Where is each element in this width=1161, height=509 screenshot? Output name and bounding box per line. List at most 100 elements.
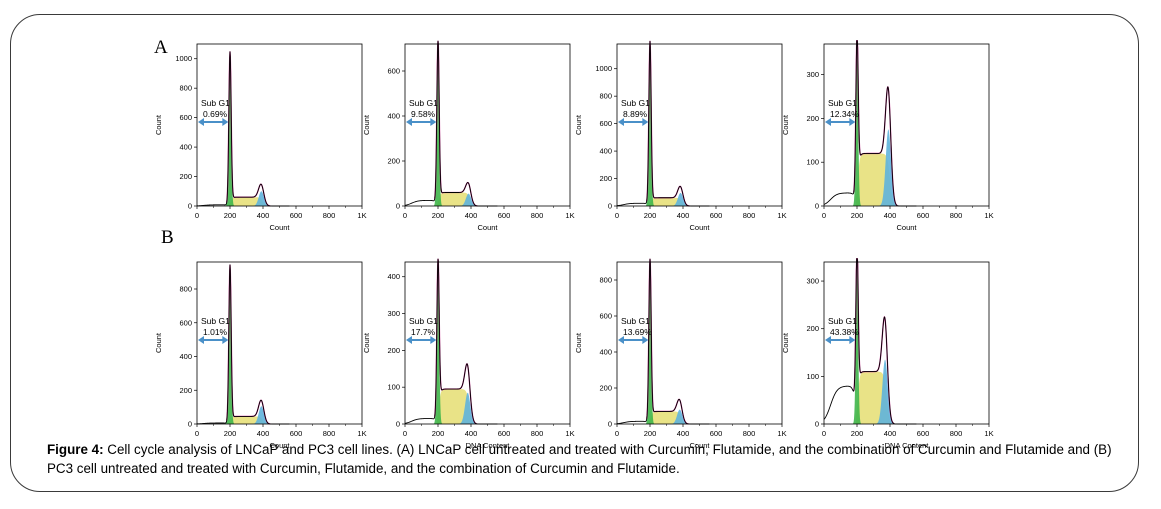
gate-percentage: 8.89% <box>623 109 648 119</box>
plot-frame <box>196 43 363 207</box>
model-fit-curve <box>226 51 271 207</box>
x-tick-label: 200 <box>224 429 237 438</box>
y-tick-label: 200 <box>179 386 192 395</box>
x-tick-label: 400 <box>257 211 270 220</box>
figure-caption: Figure 4: Cell cycle analysis of LNCaP a… <box>47 440 1117 478</box>
g1-phase-area <box>645 262 655 424</box>
y-tick-label: 1000 <box>595 64 612 73</box>
gate-arrow-left-icon <box>618 118 624 126</box>
x-tick-label: 200 <box>851 211 864 220</box>
gate-percentage: 9.58% <box>411 109 436 119</box>
histogram-outline <box>404 40 498 207</box>
x-tick-label: 600 <box>710 429 723 438</box>
x-axis-label: Count <box>269 441 290 450</box>
y-axis-label: Count <box>362 114 371 135</box>
gate-arrow-right-icon <box>849 118 856 126</box>
g1-phase-area <box>225 267 235 424</box>
g1-phase-area <box>852 50 862 206</box>
x-tick-label: 200 <box>224 211 237 220</box>
y-tick-label: 600 <box>599 312 612 321</box>
x-tick-label: 400 <box>884 211 897 220</box>
caption-text: Cell cycle analysis of LNCaP and PC3 cel… <box>47 442 1112 476</box>
y-axis-label: Count <box>574 332 583 353</box>
panel-label-a: A <box>154 37 168 58</box>
x-tick-label: 200 <box>644 211 657 220</box>
gate-arrow-right-icon <box>222 336 229 344</box>
gate-percentage: 43.38% <box>830 327 859 337</box>
y-axis-label: Count <box>362 332 371 353</box>
y-tick-label: 100 <box>806 158 819 167</box>
g1-phase-area <box>852 269 862 424</box>
gate-arrow-right-icon <box>222 118 229 126</box>
gate-label: Sub G1 <box>201 98 230 108</box>
plot-frame <box>404 261 571 425</box>
x-tick-label: 800 <box>323 211 336 220</box>
gate-arrow-right-icon <box>642 336 649 344</box>
x-tick-label: 0 <box>615 429 619 438</box>
gate-label: Sub G1 <box>201 316 230 326</box>
y-tick-label: 400 <box>179 352 192 361</box>
x-axis-label: Count <box>896 223 917 232</box>
plot-frame <box>823 261 990 425</box>
x-tick-label: 800 <box>950 211 963 220</box>
gate-label: Sub G1 <box>409 316 438 326</box>
histogram-panel-b-1: 0 200 400 600 800 1K 0 200 400 600 800 Count Count Su… <box>154 261 367 450</box>
y-tick-label: 200 <box>599 384 612 393</box>
y-tick-label: 0 <box>396 420 400 429</box>
x-tick-label: 800 <box>743 429 756 438</box>
x-tick-label: 600 <box>498 211 511 220</box>
g2m-phase-area <box>251 191 272 206</box>
x-tick-label: 1K <box>777 429 786 438</box>
gate-percentage: 12.34% <box>830 109 859 119</box>
x-tick-label: 600 <box>290 429 303 438</box>
y-tick-label: 800 <box>179 84 192 93</box>
y-tick-label: 200 <box>387 346 400 355</box>
y-tick-label: 600 <box>387 67 400 76</box>
y-tick-label: 100 <box>806 372 819 381</box>
g1-phase-area <box>433 269 443 424</box>
gate-label: Sub G1 <box>828 98 857 108</box>
plot-frame <box>823 43 990 207</box>
histogram-panel-b-4: 0 200 400 600 800 1K 0 100 200 300 DNA Content Coun… <box>781 258 994 450</box>
g1-phase-area <box>433 44 443 206</box>
histogram-outline <box>196 51 290 207</box>
histogram-panel-a-4: 0 200 400 600 800 1K 0 100 200 300 Count Count Sub G… <box>781 40 994 232</box>
gate-percentage: 1.01% <box>203 327 228 337</box>
x-tick-label: 400 <box>677 429 690 438</box>
x-tick-label: 1K <box>565 429 574 438</box>
gate-arrow-left-icon <box>198 336 204 344</box>
x-axis-label: DNA Content <box>466 441 511 450</box>
panel-label-b: B <box>161 227 174 248</box>
y-tick-label: 800 <box>599 276 612 285</box>
model-fit-curve <box>434 40 478 207</box>
y-axis-label: Count <box>781 114 790 135</box>
g1-phase-area <box>645 44 655 206</box>
figure-frame <box>10 14 1139 492</box>
x-tick-label: 0 <box>403 429 407 438</box>
x-tick-label: 200 <box>432 429 445 438</box>
gate-arrow-left-icon <box>825 118 831 126</box>
histogram-panel-b-3: 0 200 400 600 800 1K 0 200 400 600 800 Count Count Su… <box>574 258 787 450</box>
y-tick-label: 600 <box>179 113 192 122</box>
x-tick-label: 0 <box>822 429 826 438</box>
gate-label: Sub G1 <box>621 98 650 108</box>
x-tick-label: 800 <box>743 211 756 220</box>
x-tick-label: 1K <box>777 211 786 220</box>
y-tick-label: 400 <box>387 112 400 121</box>
x-tick-label: 600 <box>498 429 511 438</box>
x-tick-label: 1K <box>565 211 574 220</box>
y-tick-label: 600 <box>179 318 192 327</box>
y-axis-label: Count <box>154 332 163 353</box>
plot-frame <box>404 43 571 207</box>
y-tick-label: 300 <box>387 309 400 318</box>
histogram-panel-b-2: 0 200 400 600 800 1K 0 100 200 300 400 DNA Content C… <box>362 258 575 450</box>
plot-frame <box>616 43 783 207</box>
y-tick-label: 0 <box>815 420 819 429</box>
g1-phase-area <box>225 54 235 207</box>
gate-arrow-left-icon <box>198 118 204 126</box>
x-axis-label: Count <box>477 223 498 232</box>
y-tick-label: 200 <box>387 157 400 166</box>
plot-frame <box>196 261 363 425</box>
g2m-phase-area <box>457 392 478 424</box>
